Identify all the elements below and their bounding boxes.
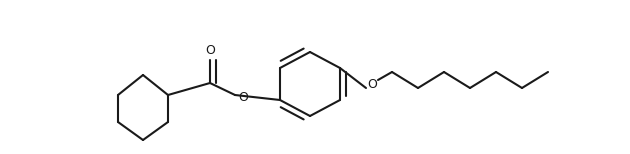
Text: O: O — [367, 77, 377, 91]
Text: O: O — [238, 91, 248, 103]
Text: O: O — [205, 43, 215, 57]
